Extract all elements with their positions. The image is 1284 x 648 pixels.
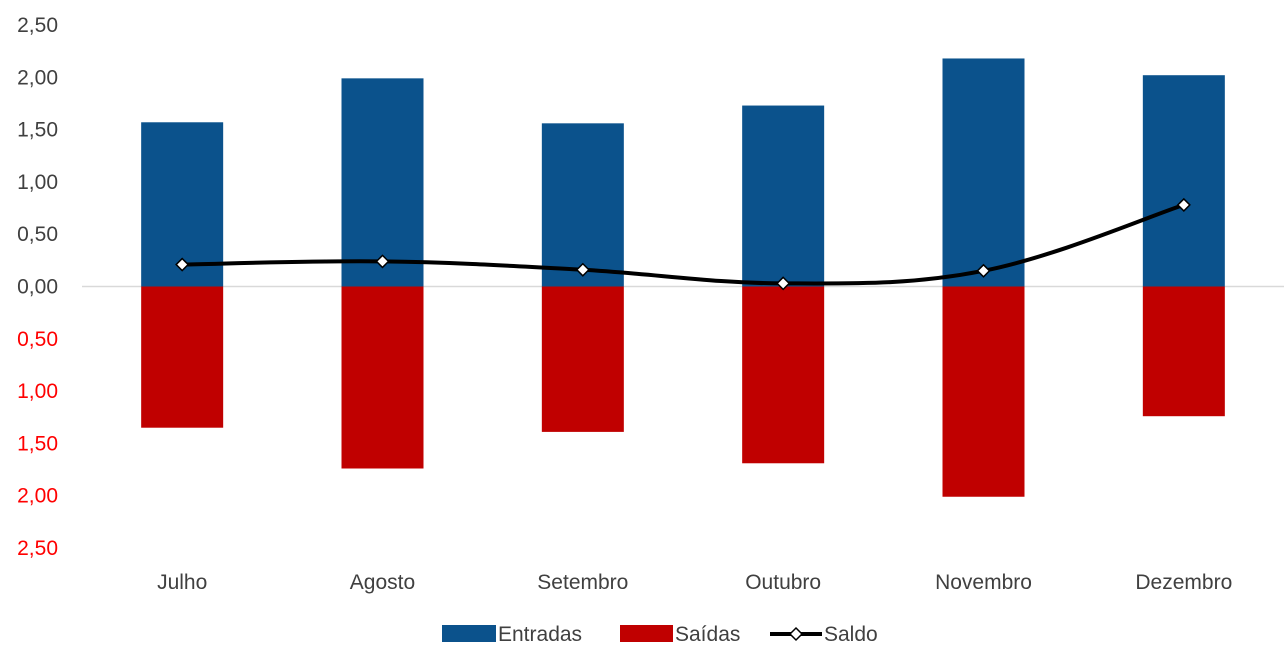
y-tick-label: 1,00 [17,380,58,403]
category-label: Agosto [350,571,415,594]
y-tick-label: 0,50 [17,328,58,351]
saidas-bar [942,286,1025,497]
category-label: Dezembro [1135,571,1232,594]
bars [141,58,1225,497]
category-label: Outubro [745,571,821,594]
legend-item-saldo: Saldo [770,623,878,646]
entradas-bar [942,58,1025,287]
saidas-bar [1142,286,1225,417]
y-tick-label: 2,50 [17,537,58,560]
saidas-bar [541,286,624,432]
saldo-line [182,203,1185,286]
saldo-marker [1176,197,1191,212]
y-tick-label: 2,00 [17,485,58,508]
entradas-bar [541,123,624,287]
y-tick-label: 2,00 [17,66,58,89]
legend-label: Entradas [498,623,582,643]
legend-label: Saldo [824,623,878,643]
legend-swatch-marker [788,626,804,642]
saldo-marker [976,263,991,278]
saldo-marker [375,254,390,269]
entradas-bar [742,105,825,287]
legend: Entradas Saídas Saldo [442,623,878,646]
legend-item-saidas: Saídas [620,623,740,646]
saidas-bar [742,286,825,464]
category-label: Julho [157,571,207,594]
entradas-bar [1142,75,1225,287]
legend-label: Saídas [675,623,740,643]
y-tick-label: 2,50 [17,14,58,37]
saidas-bar [341,286,424,469]
y-tick-label: 0,00 [17,276,58,299]
saldo-marker [175,257,190,272]
saidas-bar [141,286,224,428]
y-tick-label: 1,00 [17,171,58,194]
y-tick-label: 0,50 [17,223,58,246]
y-axis: 2,50 2,00 1,50 1,00 0,50 0,00 0,50 1,00 1,50 2,00… [17,14,58,560]
y-tick-label: 1,50 [17,119,58,142]
category-label: Novembro [935,571,1032,594]
legend-swatch [620,625,673,642]
y-tick-label: 1,50 [17,432,58,455]
legend-swatch [442,625,496,642]
x-axis: Julho Agosto Setembro Outubro Novembro Dezemb… [157,571,1232,594]
saldo-marker [575,262,590,277]
legend-item-entradas: Entradas [442,623,582,646]
saldo-line-series [175,197,1191,291]
category-label: Setembro [537,571,628,594]
saldo-marker [776,276,791,291]
entradas-bar [341,78,424,287]
